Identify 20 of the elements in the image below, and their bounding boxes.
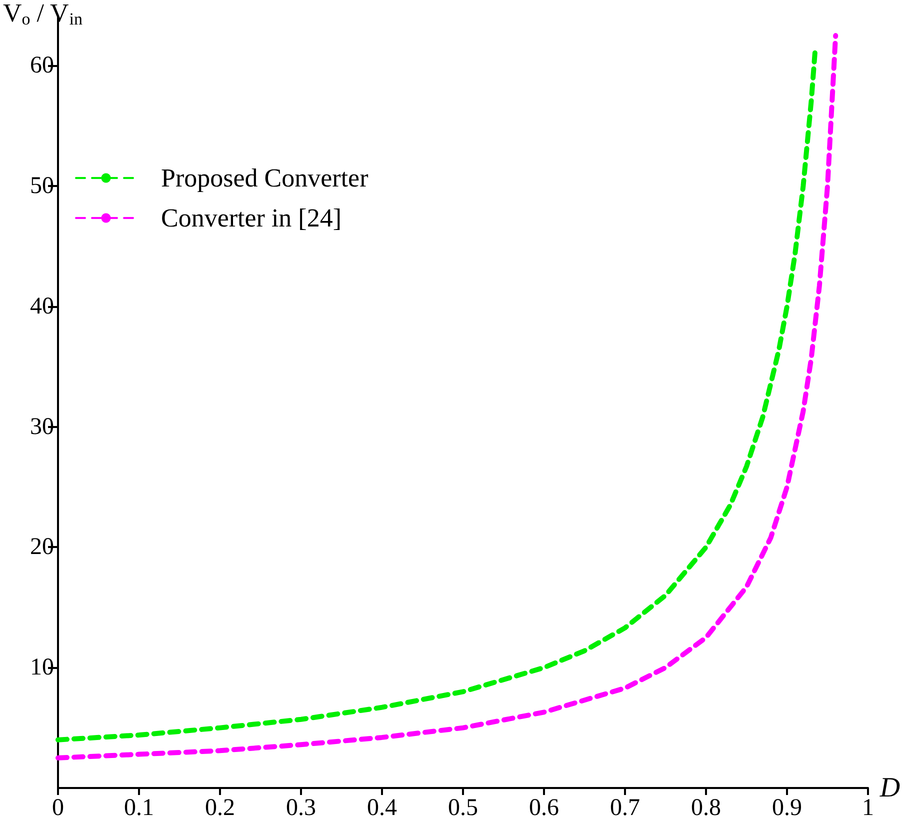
y-tick-label: 50 (30, 173, 54, 200)
x-tick-label: 0.2 (205, 795, 235, 821)
x-tick-label: 0.5 (448, 795, 478, 821)
y-tick-label: 20 (30, 534, 54, 560)
x-axis-title: D (878, 772, 900, 804)
x-tick-label: 0.3 (286, 795, 316, 821)
x-tick-label: 1 (862, 795, 874, 821)
y-tick-label: 10 (30, 654, 54, 681)
x-tick-label: 0.8 (691, 795, 721, 821)
x-tick-label: 0.9 (772, 795, 802, 821)
x-tick-label: 0 (52, 795, 64, 821)
x-tick-label: 0.7 (610, 795, 640, 821)
y-tick-label: 60 (30, 52, 54, 79)
legend-label: Converter in [24] (161, 204, 342, 232)
y-tick-label: 40 (30, 293, 54, 320)
x-tick-label: 0.1 (124, 795, 154, 821)
x-tick-label: 0.4 (367, 795, 397, 821)
x-tick-label: 0.6 (529, 795, 559, 821)
legend-label: Proposed Converter (161, 164, 369, 192)
y-tick-label: 30 (30, 414, 54, 440)
